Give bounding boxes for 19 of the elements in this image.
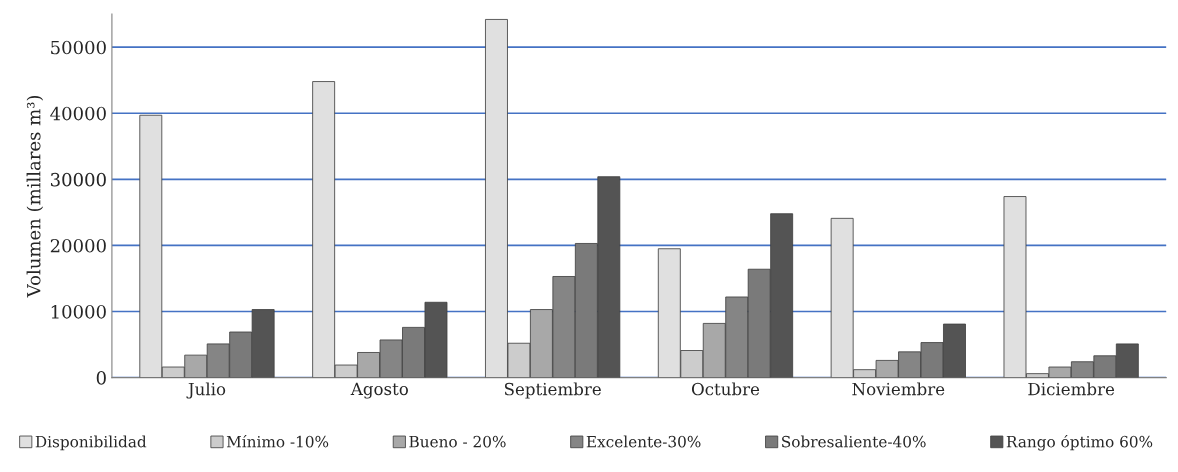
y-axis-title: Volumen (millares m³) <box>26 95 44 298</box>
legend-label: Excelente-30% <box>586 435 701 448</box>
y-tick-label: 40000 <box>50 106 106 121</box>
y-tick-label: 10000 <box>51 304 106 319</box>
legend-label: Mínimo -10% <box>226 434 329 448</box>
y-tick-label: 0 <box>96 371 106 385</box>
x-tick-label: Agosto <box>350 382 408 399</box>
y-tick-label: 50000 <box>51 40 106 55</box>
x-tick-label: Septiembre <box>504 382 601 399</box>
legend-label: Bueno - 20% <box>409 435 506 448</box>
x-tick-label: Noviembre <box>852 382 945 396</box>
x-tick-label: Diciembre <box>1028 382 1115 396</box>
y-tick-label: 20000 <box>50 238 106 253</box>
x-tick-label: Octubre <box>691 382 760 396</box>
legend-label: Rango óptimo 60% <box>1006 434 1153 451</box>
legend-label: Sobresaliente-40% <box>782 435 926 448</box>
legend-label: Disponibilidad <box>35 435 147 451</box>
y-tick-label: 30000 <box>50 172 106 187</box>
x-tick-label: Julio <box>186 382 226 399</box>
